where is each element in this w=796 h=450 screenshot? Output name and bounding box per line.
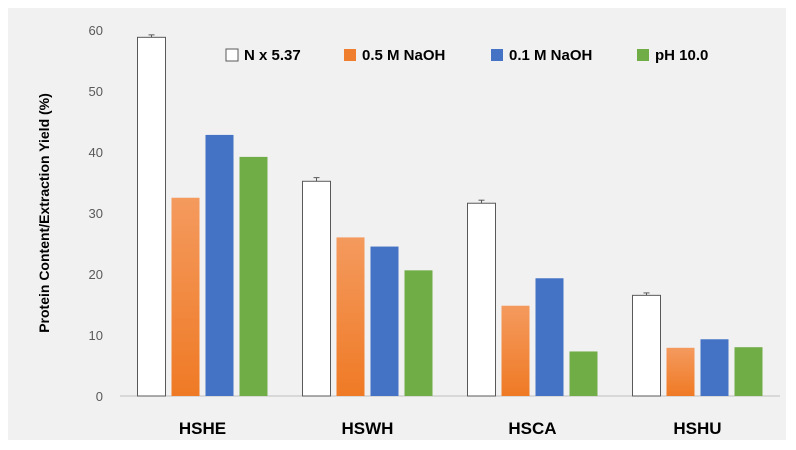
- bar-hshu-series-4: [734, 347, 763, 396]
- legend-label-1: N x 5.37: [244, 47, 301, 64]
- y-tick-label: 10: [89, 328, 103, 343]
- category-labels: HSHE HSWH HSCA HSHU: [179, 419, 722, 438]
- bar-hsca-series-3: [535, 278, 564, 396]
- legend-swatch-4: [637, 49, 649, 61]
- legend-label-2: 0.5 M NaOH: [362, 47, 445, 64]
- bar-hshu-series-1: [632, 294, 661, 397]
- bar-hshu-series-3: [700, 339, 729, 396]
- category-label: HSHE: [179, 419, 226, 438]
- bar-hshe-series-1: [137, 36, 166, 397]
- bar-hshu-series-2: [666, 347, 695, 396]
- category-label: HSCA: [508, 419, 556, 438]
- legend-swatch-1: [225, 48, 239, 62]
- bar-hshe-series-4: [239, 156, 268, 396]
- category-label: HSHU: [673, 419, 721, 438]
- category-label: HSWH: [342, 419, 394, 438]
- y-tick-label: 60: [89, 23, 103, 38]
- bar-hswh-series-4: [404, 270, 433, 396]
- y-tick-label: 20: [89, 267, 103, 282]
- bar-hswh-series-2: [336, 237, 365, 396]
- bar-hsca-series-4: [569, 351, 598, 396]
- y-tick-label: 30: [89, 206, 103, 221]
- bar-hswh-series-1: [302, 180, 331, 397]
- bar-hsca-series-1: [467, 202, 496, 397]
- legend-label-4: pH 10.0: [655, 47, 708, 64]
- legend-swatch-2: [344, 49, 356, 61]
- bar-hswh-series-3: [370, 246, 399, 396]
- legend: N x 5.37 0.5 M NaOH 0.1 M NaOH pH 10.0: [225, 47, 708, 64]
- bars: [137, 34, 763, 397]
- bar-hshe-series-3: [205, 134, 234, 397]
- y-axis-ticks: 0 10 20 30 40 50 60: [89, 23, 103, 404]
- y-tick-label: 50: [89, 84, 103, 99]
- bar-hshe-series-2: [171, 197, 200, 396]
- bar-hsca-series-2: [501, 305, 530, 396]
- y-tick-label: 0: [96, 389, 103, 404]
- legend-label-3: 0.1 M NaOH: [509, 47, 592, 64]
- legend-swatch-3: [491, 49, 503, 61]
- y-tick-label: 40: [89, 145, 103, 160]
- y-axis-label: Protein Content/Extraction Yield (%): [36, 93, 52, 333]
